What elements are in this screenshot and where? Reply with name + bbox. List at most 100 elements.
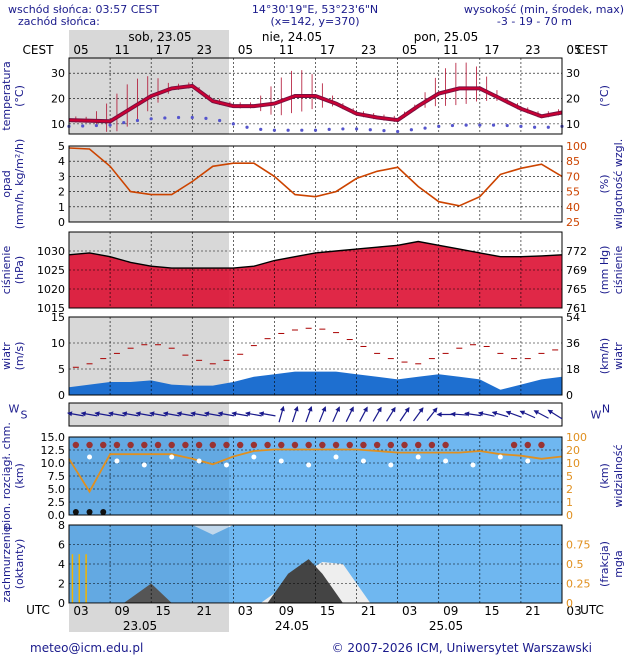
cloud-top-marker [223,441,230,449]
dew-point-marker [396,129,400,134]
hour-tick-cest: 23 [361,43,376,57]
cloud-top-marker [127,441,134,449]
timezone-label-bottom-right: UTC [580,603,604,617]
cloud-top-marker [538,441,545,449]
wind-direction-arrow [94,411,112,417]
contact-email-link[interactable]: meteo@icm.edu.pl [30,641,144,655]
panel-right-unit: (°C) [598,85,611,107]
panel-left-label: pion. rozciągł. chm. [0,422,13,530]
pressure-tick-hpa: 1015 [37,302,65,315]
pressure-tick-mmhg: 761 [566,302,587,315]
cloud-top-marker [524,441,531,449]
cloud-base-marker [497,454,503,460]
hour-tick-cest: 11 [443,43,458,57]
hour-tick-utc: 03 [238,604,253,618]
cloud-extent-tick: 7.5 [48,470,66,483]
cloud-top-marker [236,441,244,449]
cloud-extent-tick: 5.0 [48,483,66,496]
day-band-sat [69,30,229,58]
wind-direction-arrow [162,411,180,417]
cloud-base-marker [443,458,449,464]
hour-tick-cest: 23 [525,43,540,57]
wind-direction-arrow [203,411,221,417]
elevation-values: -3 - 19 - 70 m [496,15,572,28]
visibility-tick: 1 [566,496,573,509]
dew-point-marker [478,123,482,127]
dew-point-marker [382,129,386,133]
hour-tick-utc: 15 [156,604,171,618]
hour-tick-cest: 05 [73,43,88,57]
arrow-head [135,411,141,417]
arrow-head [94,411,100,417]
panel-right-unit: (%) [598,174,611,193]
cloud-extent-tick: 10.0 [41,457,66,470]
panel-right-label: widzialność [612,444,625,507]
panel-left-unit: (°C) [13,85,26,107]
dew-point-marker [533,125,537,129]
cloud-base-marker [278,458,284,464]
fog-tick: 0.75 [566,539,591,552]
wind-tick-kmh: 54 [566,311,580,324]
arrow-head [258,411,265,417]
dew-point-marker [245,125,249,129]
cloud-top-marker [195,441,203,449]
precip-tick: 5 [58,140,65,153]
humidity-tick: 85 [566,155,580,168]
panel-left-unit: (hPa) [13,256,26,284]
arrow-head [190,411,196,417]
cloud-top-marker [291,441,299,449]
arrow-head [547,409,554,415]
hour-tick-utc: 03 [566,604,581,618]
cloud-top-marker [264,441,271,449]
wind-direction-arrow [399,407,410,422]
wind-direction-arrow [217,411,235,417]
temp-tick-right: 20 [566,93,580,106]
cloud-top-marker [319,441,326,449]
compass-letter-right: W [591,409,602,422]
wind-direction-arrow [135,411,153,417]
dew-point-marker [519,124,523,128]
panel-left-label: ciśnienie [0,246,13,295]
hour-tick-cest: 05 [238,43,253,57]
wind-tick-ms: 10 [51,337,65,350]
cloud-extent-tick: 2.5 [48,496,66,509]
pressure-line [68,240,563,269]
panel-right-unit: (mm Hg) [598,246,611,295]
hour-tick-utc: 15 [484,604,499,618]
temp-tick-left: 10 [51,118,65,131]
wind-direction-arrow [176,411,194,417]
pressure-tick-mmhg: 765 [566,283,587,296]
temp-tick-left: 30 [51,67,65,80]
wind-direction-arrow [108,411,125,417]
pressure-area [69,241,562,308]
day-label-bottom: 25.05 [429,619,463,633]
cloud-top-marker [154,441,162,449]
wind-direction-arrow [291,405,299,423]
wind-direction-arrow [345,406,354,422]
wind-tick-kmh: 0 [566,389,573,402]
wind-direction-arrow [359,406,368,422]
wind-direction-arrow [477,411,495,417]
timezone-label-bottom: UTC [26,603,50,617]
wind-direction-arrow [491,410,509,418]
cloud-base-marker [141,462,147,468]
pressure-tick-hpa: 1025 [37,264,65,277]
day-band-sat-bottom [69,604,229,632]
cloud-base-marker [114,458,120,464]
wind-direction-arrow [386,406,396,422]
hour-tick-cest: 17 [156,43,171,57]
fog-tick: 0.25 [566,578,591,591]
cloud-top-marker [442,441,449,449]
day-label-top: sob, 23.05 [128,30,191,44]
cloud-top-marker [182,441,189,449]
wind-direction-arrow [519,410,536,419]
low-cloud-marker [100,509,107,515]
wind-tick-kmh: 36 [566,337,580,350]
mid-cloud-area [267,559,343,603]
panel-left-label: opad [0,170,13,197]
arrow-head [436,412,442,417]
cloud-top-marker [360,441,367,449]
panel-left-unit: (km) [13,463,26,489]
